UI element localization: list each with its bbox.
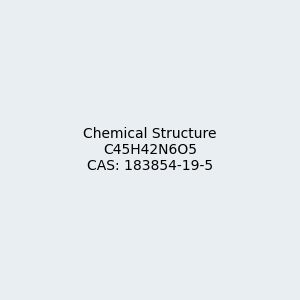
Text: Chemical Structure
C45H42N6O5
CAS: 183854-19-5: Chemical Structure C45H42N6O5 CAS: 18385… <box>83 127 217 173</box>
